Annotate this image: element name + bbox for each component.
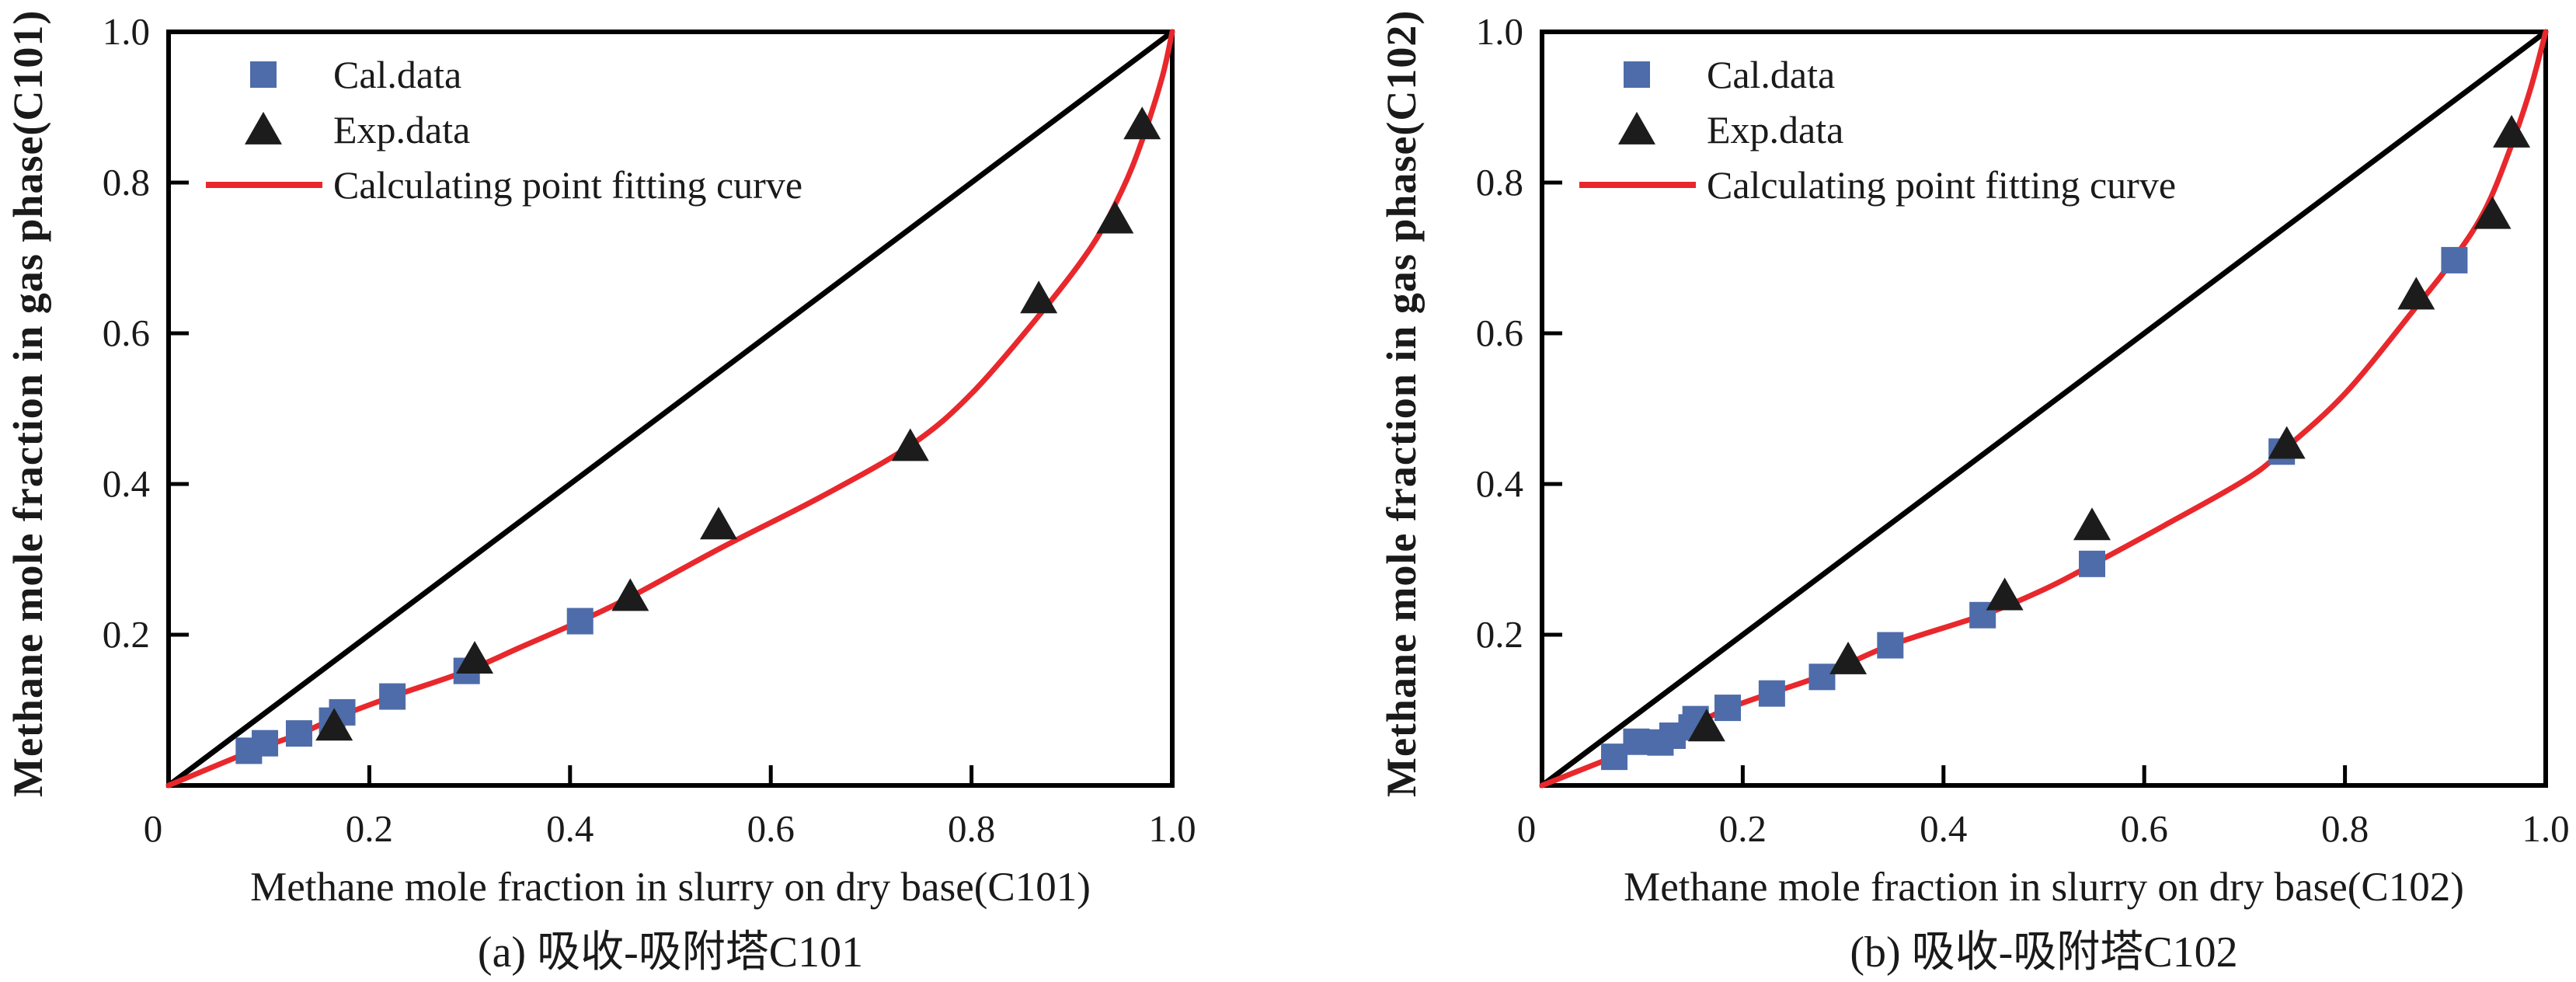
legend-triangle-swatch-c102 [1618, 111, 1655, 145]
y-tick-label-c102: 0.2 [1475, 613, 1523, 656]
x-tick-label-c101: 0.4 [546, 807, 594, 850]
legend-label-c101: Exp.data [333, 108, 471, 151]
y-tick-label-c101: 0.6 [102, 312, 150, 354]
y-tick-label-c102: 0.6 [1475, 312, 1523, 354]
y-tick-label-c101: 1.0 [102, 10, 150, 53]
cal-data-point-c101 [285, 720, 312, 747]
exp-data-point-c101 [891, 428, 929, 461]
reference-line-c101 [165, 29, 1175, 789]
cal-data-point-c102 [1877, 632, 1904, 659]
cal-data-point-c102 [1601, 743, 1628, 771]
exp-data-point-c102 [2073, 507, 2111, 541]
x-tick-label-c102: 0.4 [1920, 807, 1968, 850]
y-tick-label-c101: 0.8 [102, 161, 150, 204]
exp-data-point-c101 [1123, 106, 1161, 140]
legend-square-swatch-c101 [250, 61, 277, 88]
cal-data-point-c102 [1808, 663, 1836, 691]
y-axis-label-c102: Methane mole fraction in gas phase(C102) [1378, 9, 1425, 797]
legend-label-c102: Calculating point fitting curve [1707, 163, 2177, 207]
exp-data-point-c101 [315, 708, 353, 741]
cal-data-point-c102 [2441, 246, 2468, 273]
x-tick-label-c101: 0.2 [345, 807, 394, 850]
legend-label-c101: Calculating point fitting curve [333, 163, 803, 207]
x-tick-label-c101: 0 [143, 807, 163, 850]
exp-data-point-c101 [700, 507, 738, 540]
cal-data-point-c102 [1758, 680, 1785, 707]
exp-data-point-c102 [1986, 577, 2024, 611]
x-tick-label-c101: 0.6 [747, 807, 795, 850]
y-tick-label-c102: 0.4 [1475, 462, 1523, 505]
exp-data-point-c102 [2473, 196, 2512, 229]
caption-c102: (b) 吸收-吸附塔C102 [1850, 928, 2238, 977]
exp-data-point-c101 [1020, 280, 1058, 314]
cal-data-point-c102 [1623, 728, 1650, 755]
exp-data-point-c102 [1687, 709, 1725, 742]
cal-data-point-c102 [2079, 550, 2106, 577]
exp-data-point-c102 [2493, 114, 2531, 148]
exp-data-point-c101 [456, 640, 494, 674]
legend-label-c101: Cal.data [333, 53, 462, 96]
y-tick-label-c101: 0.4 [102, 462, 150, 505]
x-tick-label-c101: 1.0 [1148, 807, 1196, 850]
reference-line-c102 [1539, 29, 2549, 789]
legend-label-c102: Cal.data [1707, 53, 1836, 96]
x-tick-label-c102: 0.6 [2120, 807, 2168, 850]
caption-c101: (a) 吸收-吸附塔C101 [477, 928, 864, 977]
fitting-curve-c102 [1539, 29, 2549, 789]
exp-data-point-c102 [1829, 641, 1868, 674]
cal-data-point-c101 [566, 608, 594, 635]
plot-area-c102 [1540, 30, 2548, 788]
cal-data-point-c101 [379, 683, 406, 710]
y-tick-label-c101: 0.2 [102, 613, 150, 656]
legend-square-swatch-c102 [1624, 61, 1650, 88]
exp-data-point-c102 [2397, 277, 2435, 310]
x-tick-label-c102: 0.8 [2320, 807, 2369, 850]
legend-label-c102: Exp.data [1707, 108, 1844, 151]
exp-data-point-c101 [1096, 200, 1134, 234]
y-tick-label-c102: 1.0 [1475, 10, 1523, 53]
x-tick-label-c101: 0.8 [947, 807, 996, 850]
cal-data-point-c102 [1714, 695, 1742, 722]
legend-triangle-swatch-c101 [245, 111, 282, 145]
cal-data-point-c101 [252, 730, 279, 757]
x-tick-label-c102: 0 [1516, 807, 1537, 850]
exp-data-point-c101 [611, 578, 649, 611]
x-tick-label-c102: 0.2 [1718, 807, 1767, 850]
y-axis-label-c101: Methane mole fraction in gas phase(C101) [5, 9, 51, 797]
plot-area-c101 [166, 30, 1175, 788]
exp-data-point-c102 [2268, 426, 2306, 459]
x-axis-label-c102: Methane mole fraction in slurry on dry b… [1624, 865, 2464, 910]
y-tick-label-c102: 0.8 [1475, 161, 1523, 204]
x-tick-label-c102: 1.0 [2522, 807, 2570, 850]
x-axis-label-c101: Methane mole fraction in slurry on dry b… [250, 865, 1091, 910]
